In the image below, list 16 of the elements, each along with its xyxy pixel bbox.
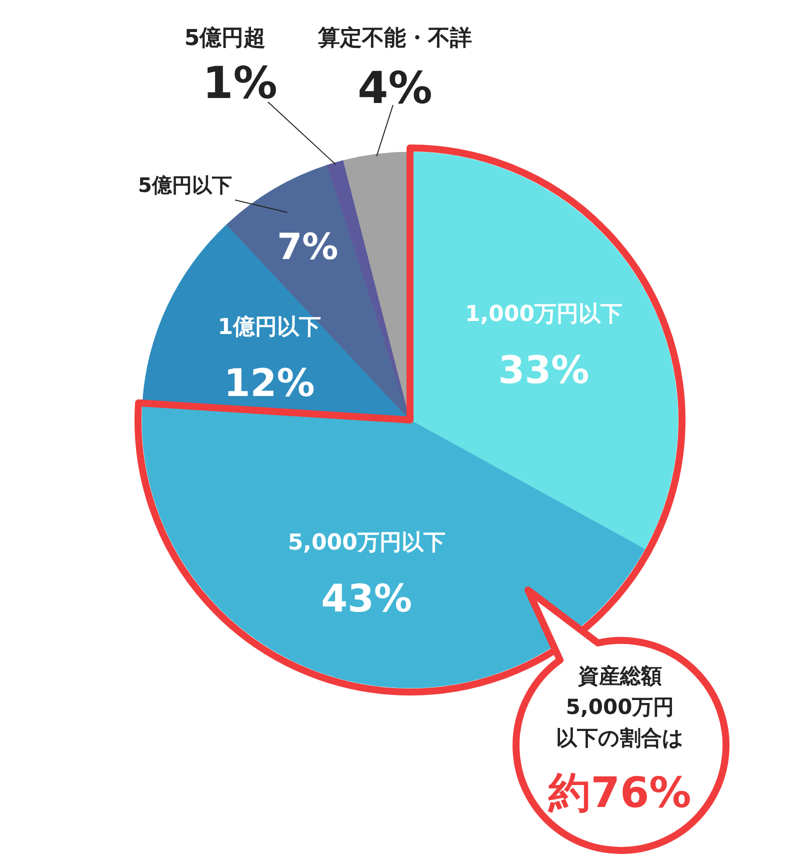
slice-label: 1,000万円以下 [464, 302, 623, 327]
data-label: 43% [321, 576, 412, 620]
data-label: 4% [358, 63, 432, 114]
text: 約76% [548, 768, 692, 817]
text: 5,000万円 [566, 695, 674, 719]
data-label: 1% [202, 58, 278, 109]
data-label: 33% [498, 348, 590, 392]
data-label: 12% [224, 360, 315, 405]
text: 以下の割合は [556, 726, 684, 750]
data-label: 7% [277, 226, 338, 268]
slice-label: 1億円以下 [218, 314, 322, 340]
slice-label: 算定不能・不詳 [317, 25, 472, 51]
slice-label: 5億円以下 [138, 173, 232, 197]
slice-label: 5,000万円以下 [288, 530, 446, 556]
text: 資産総額 [577, 664, 662, 688]
slice-label: 5億円超 [184, 26, 266, 51]
